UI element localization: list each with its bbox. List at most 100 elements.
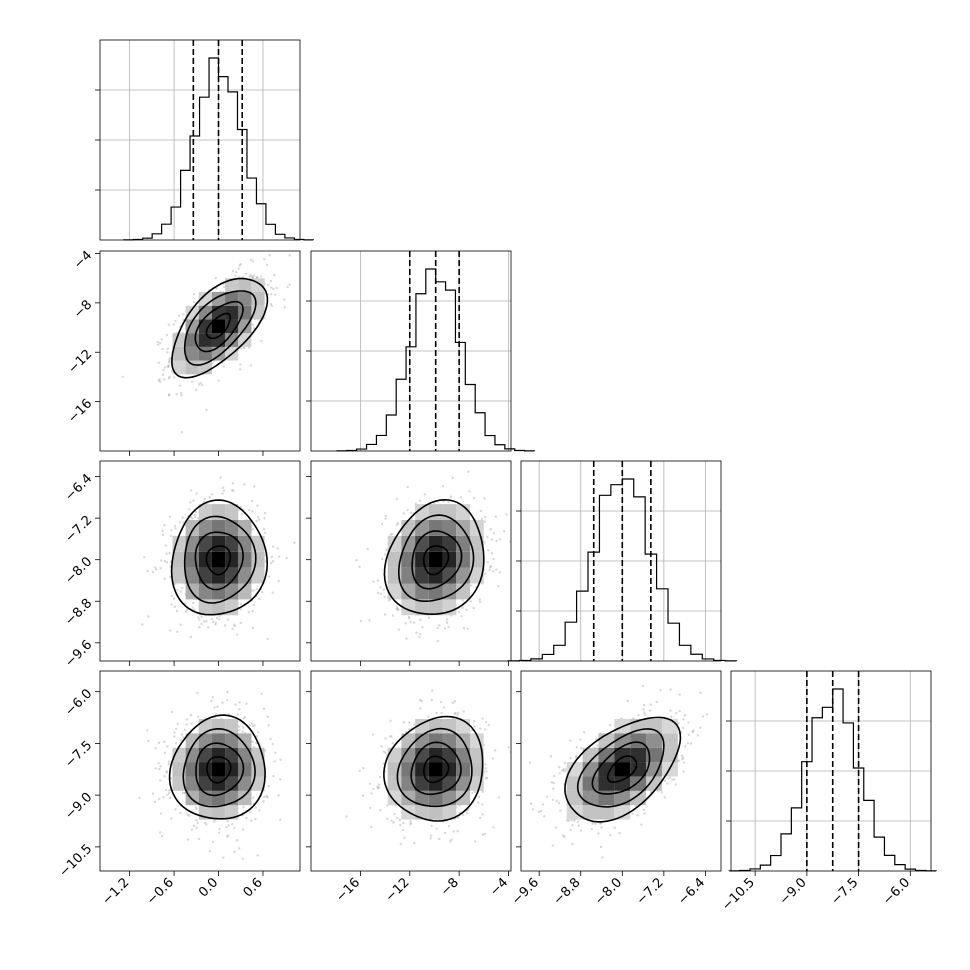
scatter-point: [238, 725, 241, 728]
scatter-point: [260, 339, 263, 343]
scatter-point: [379, 592, 383, 596]
scatter-point: [185, 608, 189, 611]
scatter-point: [226, 698, 229, 702]
density-cell: [225, 762, 239, 777]
scatter-point: [478, 598, 481, 601]
density-cell: [415, 504, 429, 521]
scatter-point: [397, 608, 400, 611]
density-cell: [251, 551, 265, 568]
scatter-point: [178, 314, 181, 317]
scatter-point: [253, 274, 256, 277]
scatter-point: [165, 561, 169, 564]
scatter-point: [234, 703, 237, 706]
scatter-point: [524, 481, 526, 483]
scatter-point: [166, 351, 169, 354]
hist-panel-1: [306, 250, 536, 452]
density-cell: [442, 583, 457, 600]
scatter-point: [184, 610, 188, 613]
scatter-point: [214, 621, 218, 625]
scatter-point: [558, 772, 561, 775]
scatter-point: [370, 792, 373, 795]
scatter-point: [251, 275, 254, 278]
scatter-point: [258, 809, 261, 812]
density-cell: [225, 278, 239, 293]
scatter-point: [121, 375, 124, 379]
scatter-point: [196, 821, 199, 825]
density-cell: [428, 733, 443, 748]
scatter-point: [382, 588, 385, 591]
density-cell: [469, 520, 484, 536]
scatter-point: [159, 812, 163, 815]
scatter-point: [488, 566, 492, 569]
scatter-point: [509, 540, 511, 543]
contour-line: [194, 300, 244, 353]
scatter-point: [160, 338, 163, 341]
scatter-point: [239, 608, 242, 611]
scatter-point: [199, 382, 202, 385]
scatter-point: [494, 749, 497, 752]
scatter-point: [252, 603, 255, 607]
scatter-point: [266, 283, 270, 287]
scatter-point: [362, 767, 365, 770]
scatter-point: [213, 706, 216, 709]
scatter-point: [222, 285, 226, 289]
scatter-point: [271, 742, 274, 746]
scatter-point: [491, 757, 495, 760]
scatter-point: [154, 746, 157, 750]
scatter-point: [154, 566, 157, 569]
density-cell: [415, 805, 429, 820]
scatter-point: [165, 770, 168, 773]
scatter-point: [410, 822, 413, 825]
scatter-point: [218, 617, 221, 621]
scatter-point: [442, 706, 446, 709]
scatter-point: [384, 737, 387, 740]
scatter-point: [210, 493, 214, 496]
scatter-point: [383, 596, 386, 599]
scatter-point: [169, 529, 173, 532]
scatter-point: [498, 571, 502, 574]
scatter-point: [161, 373, 165, 377]
scatter-point: [401, 828, 405, 832]
scatter-point: [159, 779, 162, 782]
scatter-point: [466, 811, 469, 815]
x-tick-label: −4: [487, 875, 511, 899]
scatter-point: [168, 551, 171, 555]
scatter-point: [257, 518, 261, 521]
scatter-point: [163, 524, 166, 527]
scatter-point: [251, 527, 254, 531]
y-tick-label: −12: [65, 347, 95, 377]
scatter-point: [218, 614, 221, 618]
scatter-point: [469, 584, 473, 587]
scatter-point: [188, 508, 191, 511]
scatter-point: [163, 559, 167, 563]
scatter-point: [227, 824, 230, 827]
contour-line: [422, 545, 450, 576]
scatter-point: [226, 618, 230, 621]
scatter-point: [515, 751, 517, 753]
scatter-point: [427, 616, 431, 619]
scatter-point: [484, 720, 488, 724]
scatter-point: [486, 560, 489, 564]
density-cell: [225, 776, 239, 791]
scatter-point: [491, 570, 495, 573]
scatter-point: [460, 615, 463, 618]
x-tick-label: 0.6: [241, 875, 266, 900]
scatter-point: [388, 735, 392, 738]
scatter-point: [275, 286, 278, 290]
density-cell: [415, 776, 429, 791]
scatter-point: [478, 816, 482, 820]
scatter-point: [391, 742, 395, 745]
scatter-point: [376, 786, 380, 790]
scatter-point: [239, 602, 243, 606]
scatter-panel-3-2: [516, 670, 722, 872]
scatter-point: [431, 689, 434, 692]
scatter-point: [402, 512, 406, 515]
scatter-point: [497, 796, 501, 799]
scatter-point: [221, 486, 225, 489]
y-tick-label: −10.5: [57, 842, 96, 881]
scatter-point: [239, 621, 242, 625]
scatter-point: [163, 378, 166, 381]
scatter-point: [383, 553, 387, 556]
density-cell: [456, 790, 470, 806]
axes-frame: [99, 250, 301, 452]
